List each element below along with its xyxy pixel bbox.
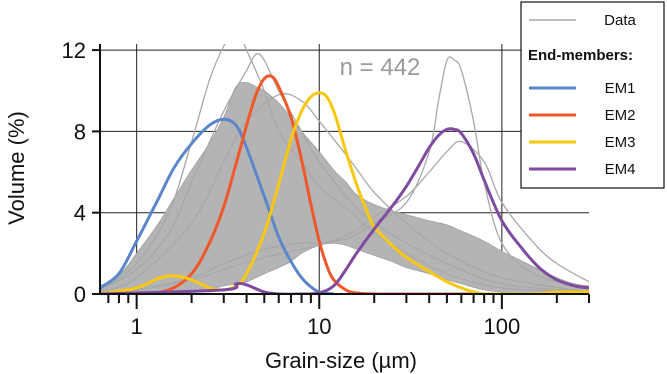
sample-count-annotation: n = 442: [340, 54, 421, 81]
tick-labels: 1 10 100 0 4 8 12: [62, 38, 521, 339]
axes: [92, 44, 590, 309]
y-tick-label-3: 12: [62, 38, 86, 63]
legend-label-em3: EM3: [605, 134, 636, 151]
x-axis-title: Grain-size (µm): [265, 348, 417, 373]
legend-label-em1: EM1: [605, 80, 636, 97]
y-tick-label-1: 4: [74, 201, 86, 226]
series-em4: [100, 127, 589, 294]
data-envelope: [100, 81, 589, 294]
y-tick-label-2: 8: [74, 119, 86, 144]
x-tick-label-2: 100: [484, 314, 521, 339]
x-tick-label-1: 10: [307, 314, 331, 339]
data-curve-1: [100, 52, 589, 293]
data-curve-0: [100, 44, 589, 293]
legend-label-em2: EM2: [605, 107, 636, 124]
y-tick-label-0: 0: [74, 282, 86, 307]
series-em1: [100, 117, 334, 294]
legend-section-title: End-members:: [528, 47, 633, 64]
y-axis-title: Volume (%): [4, 111, 29, 225]
data-envelope-area: [100, 81, 589, 294]
legend-data-label: Data: [604, 12, 636, 29]
data-curve-4: [100, 93, 589, 293]
legend-label-em4: EM4: [605, 161, 636, 178]
x-tick-label-0: 1: [131, 314, 143, 339]
legend: Data End-members: EM1 EM2 EM3 EM4: [520, 1, 665, 189]
legend-items: EM1 EM2 EM3 EM4: [529, 80, 635, 178]
legend-box: [520, 1, 665, 189]
